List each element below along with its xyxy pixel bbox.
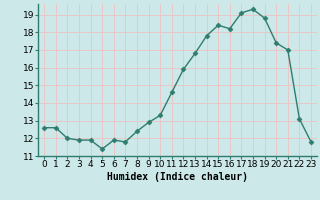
X-axis label: Humidex (Indice chaleur): Humidex (Indice chaleur): [107, 172, 248, 182]
